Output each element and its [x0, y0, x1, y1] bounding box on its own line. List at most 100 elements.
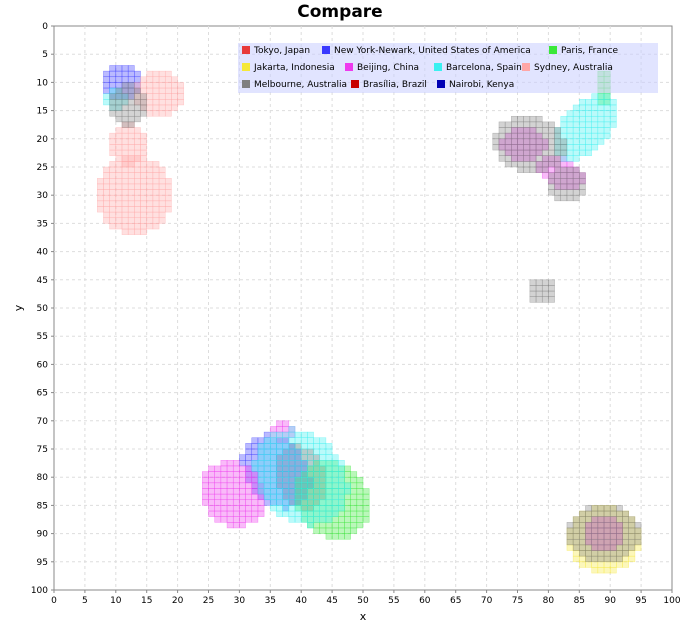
heatmap-cell [628, 522, 636, 529]
heatmap-cell [127, 183, 135, 190]
heatmap-cell [585, 115, 592, 123]
heatmap-cell [535, 279, 543, 286]
heatmap-cell [146, 99, 154, 106]
heatmap-cell [504, 161, 512, 168]
heatmap-cell [152, 99, 160, 106]
heatmap-cell [127, 166, 135, 173]
heatmap-cell [566, 533, 574, 540]
heatmap-cell [603, 533, 611, 540]
heatmap-cell [127, 178, 135, 185]
heatmap-cell [622, 522, 629, 529]
heatmap-cell [127, 110, 135, 117]
heatmap-cell [152, 194, 160, 202]
heatmap-cell [239, 454, 246, 461]
heatmap-cell [263, 499, 271, 506]
heatmap-cell [616, 561, 623, 568]
heatmap-cell [609, 99, 617, 106]
heatmap-cell [603, 127, 611, 134]
heatmap-cell [263, 431, 271, 438]
heatmap-cell [300, 437, 308, 444]
x-tick-label: 20 [172, 596, 184, 606]
heatmap-cell [628, 516, 636, 523]
heatmap-cell [609, 555, 617, 563]
heatmap-cell [127, 200, 135, 207]
heatmap-cell [344, 527, 351, 534]
heatmap-cell [208, 476, 215, 484]
heatmap-cell [282, 471, 290, 478]
heatmap-cell [109, 76, 117, 83]
heatmap-cell [579, 110, 586, 117]
heatmap-cell [134, 132, 141, 140]
heatmap-cell [158, 93, 166, 100]
heatmap-cell [634, 544, 642, 551]
heatmap-cell [331, 516, 339, 523]
heatmap-cell [152, 211, 160, 219]
x-tick-label: 95 [635, 596, 646, 606]
heatmap-cell [226, 471, 234, 478]
heatmap-cell [239, 505, 246, 512]
heatmap-cell [325, 460, 333, 467]
heatmap-cell [313, 454, 320, 461]
legend-item: Beijing, China [345, 63, 419, 74]
heatmap-cell [566, 166, 574, 173]
heatmap-cell [103, 211, 110, 219]
legend-item: Sydney, Australia [522, 63, 613, 74]
heatmap-cell [109, 87, 117, 94]
heatmap-cell [492, 144, 500, 151]
heatmap-cell [319, 516, 327, 523]
heatmap-cell [146, 178, 154, 185]
heatmap-cell [270, 505, 277, 512]
heatmap-cell [609, 121, 617, 128]
heatmap-cell [257, 460, 265, 467]
heatmap-cell [171, 82, 178, 89]
heatmap-cell [288, 471, 296, 478]
heatmap-cell [560, 132, 568, 140]
heatmap-cell [591, 555, 599, 563]
heatmap-cell [239, 460, 246, 467]
heatmap-cell [294, 488, 302, 495]
heatmap-cell [140, 183, 147, 190]
heatmap-cell [121, 76, 129, 83]
heatmap-cell [158, 194, 166, 202]
heatmap-cell [609, 561, 617, 568]
heatmap-cell [517, 149, 524, 156]
heatmap-cell [585, 522, 592, 529]
heatmap-cell [338, 482, 345, 489]
heatmap-cell [554, 132, 562, 140]
heatmap-cell [307, 437, 314, 444]
heatmap-cell [572, 178, 580, 185]
x-tick-label: 55 [388, 596, 399, 606]
heatmap-cell [313, 448, 320, 455]
heatmap-cell [282, 448, 290, 455]
heatmap-cell [356, 476, 364, 484]
x-tick-label: 15 [141, 596, 152, 606]
heatmap-cell [232, 499, 240, 506]
heatmap-cell [109, 70, 117, 78]
heatmap-cell [270, 443, 277, 450]
heatmap-cell [226, 493, 234, 501]
heatmap-cell [560, 149, 568, 156]
heatmap-cell [245, 499, 253, 506]
heatmap-cell [127, 211, 135, 219]
y-tick-label: 60 [37, 360, 49, 370]
heatmap-cell [572, 166, 580, 173]
heatmap-cell [232, 493, 240, 501]
heatmap-cell [362, 516, 370, 523]
heatmap-cell [548, 285, 555, 292]
heatmap-cell [566, 544, 574, 551]
heatmap-cell [103, 99, 110, 106]
heatmap-cell [572, 138, 580, 145]
heatmap-cell [548, 138, 555, 145]
heatmap-cell [591, 522, 599, 529]
heatmap-cell [554, 194, 562, 202]
heatmap-cell [579, 99, 586, 106]
heatmap-cell [164, 93, 172, 100]
heatmap-cell [226, 499, 234, 506]
heatmap-cell [603, 505, 611, 512]
heatmap-cell [134, 155, 141, 162]
legend-swatch [437, 80, 445, 88]
heatmap-cell [226, 505, 234, 512]
heatmap-cell [591, 110, 599, 117]
heatmap-cell [115, 93, 123, 100]
heatmap-cell [115, 223, 123, 230]
